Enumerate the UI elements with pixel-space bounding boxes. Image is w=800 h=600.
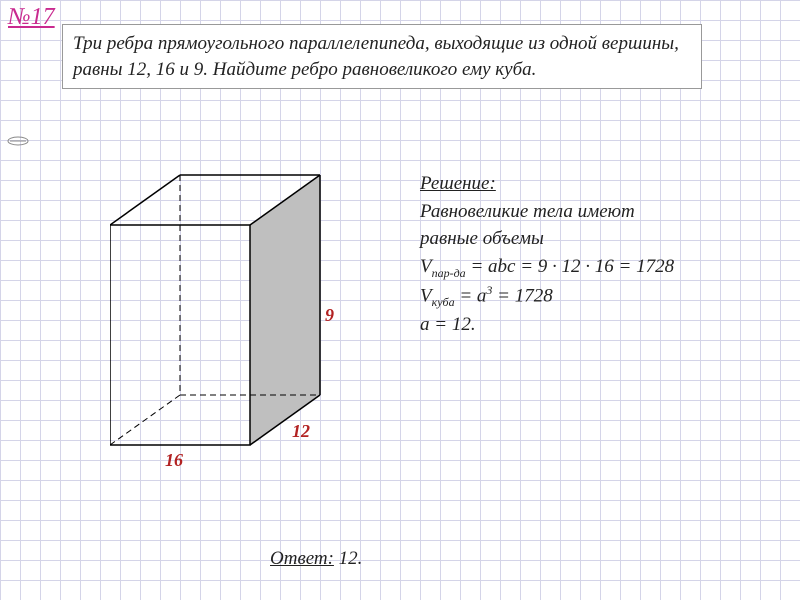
v1-subscript: пар-да xyxy=(432,265,466,279)
answer-value: 12. xyxy=(334,548,363,569)
problem-statement: Три ребра прямоугольного параллелепипеда… xyxy=(62,24,702,89)
dim-label-12: 12 xyxy=(292,421,310,442)
v1-expr: = abc = 9 · 12 · 16 = 1728 xyxy=(466,256,674,277)
task-number: №17 xyxy=(8,4,55,31)
edge-depth-bottom-left-hidden xyxy=(110,395,180,445)
dim-label-9: 9 xyxy=(325,305,334,326)
parallelepiped-diagram: 9 12 16 xyxy=(110,165,370,485)
answer-block: Ответ: 12. xyxy=(270,548,362,570)
margin-ellipse-icon xyxy=(6,135,30,147)
solution-volume-2: Vкуба = a3 = 1728 xyxy=(420,282,780,312)
solution-heading: Решение: xyxy=(420,170,780,198)
shaded-right-face xyxy=(250,175,320,445)
solution-volume-1: Vпар-да = abc = 9 · 12 · 16 = 1728 xyxy=(420,253,780,282)
answer-label: Ответ: xyxy=(270,548,334,569)
dim-label-16: 16 xyxy=(165,450,183,471)
edge-depth-top-left xyxy=(110,175,180,225)
solution-line-2: равные объемы xyxy=(420,225,780,253)
v2-expr-b: = 1728 xyxy=(492,285,552,306)
solution-line-1: Равновеликие тела имеют xyxy=(420,198,780,226)
solution-block: Решение: Равновеликие тела имеют равные … xyxy=(420,170,780,339)
v2-subscript: куба xyxy=(432,295,455,309)
solution-a-line: a = 12. xyxy=(420,311,780,339)
v2-expr-a: = a xyxy=(455,285,487,306)
